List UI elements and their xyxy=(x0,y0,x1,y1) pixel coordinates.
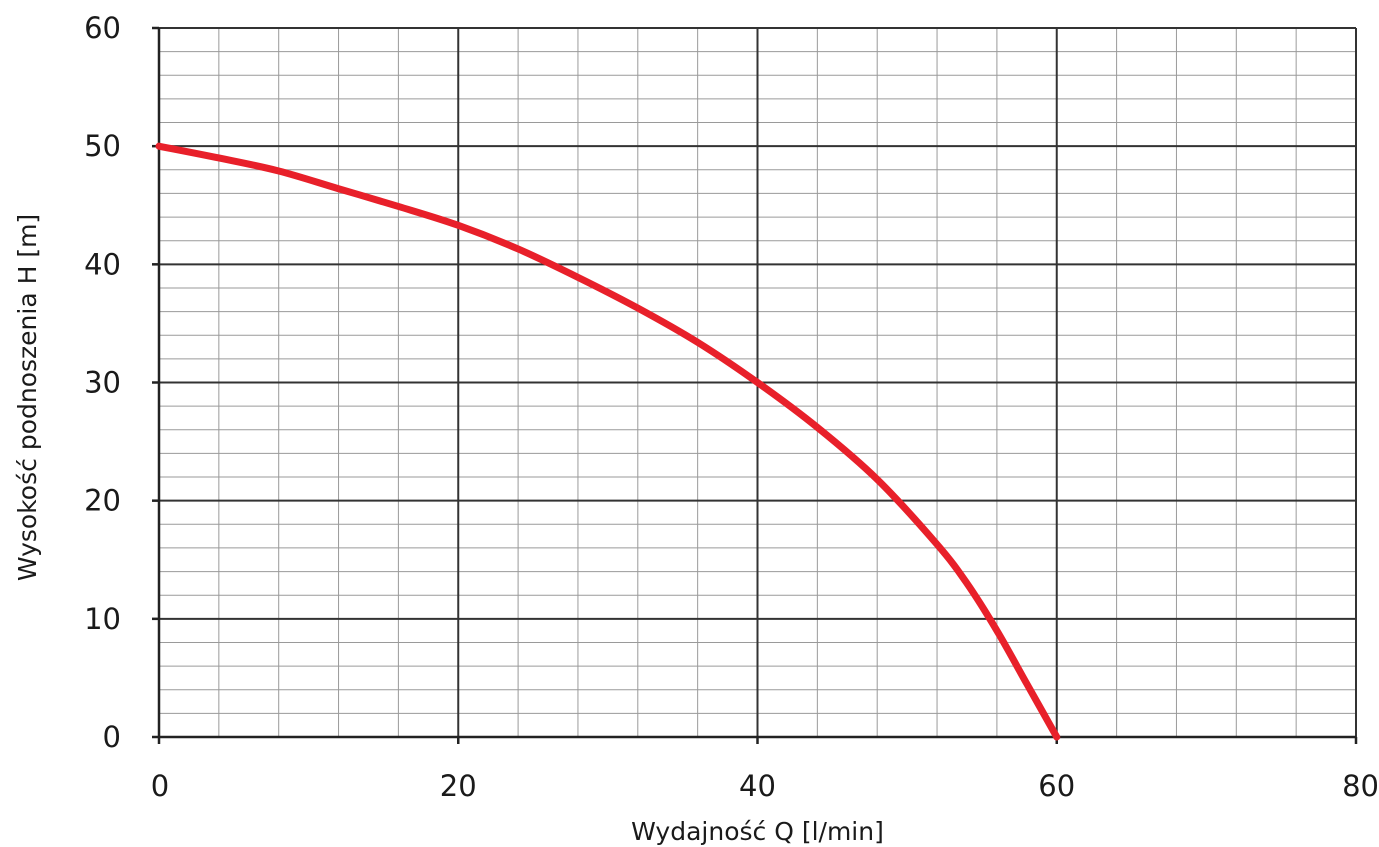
y-tick-label: 20 xyxy=(84,484,121,518)
x-tick-labels: 0 20 40 60 80 xyxy=(151,769,1379,803)
y-tick-label: 40 xyxy=(84,247,121,281)
y-tick-label: 0 xyxy=(103,720,121,754)
y-tick-labels: 0 10 20 30 40 50 60 xyxy=(84,11,121,754)
series-layer xyxy=(155,142,1061,741)
x-axis-label: Wydajność Q [l/min] xyxy=(631,817,884,846)
x-tick-label: 20 xyxy=(440,769,477,803)
x-tick-label: 60 xyxy=(1038,769,1075,803)
y-tick-label: 50 xyxy=(84,129,121,163)
y-tick-label: 10 xyxy=(84,602,121,636)
axes xyxy=(152,26,1358,744)
y-tick-label: 30 xyxy=(84,366,121,400)
major-gridlines xyxy=(159,27,1357,737)
y-tick-label: 60 xyxy=(84,11,121,45)
y-axis-label: Wysokość podnoszenia H [m] xyxy=(13,214,42,581)
x-tick-label: 40 xyxy=(739,769,776,803)
pump-curve-line xyxy=(155,142,1061,741)
x-tick-label: 0 xyxy=(151,769,169,803)
x-tick-label: 80 xyxy=(1342,769,1379,803)
